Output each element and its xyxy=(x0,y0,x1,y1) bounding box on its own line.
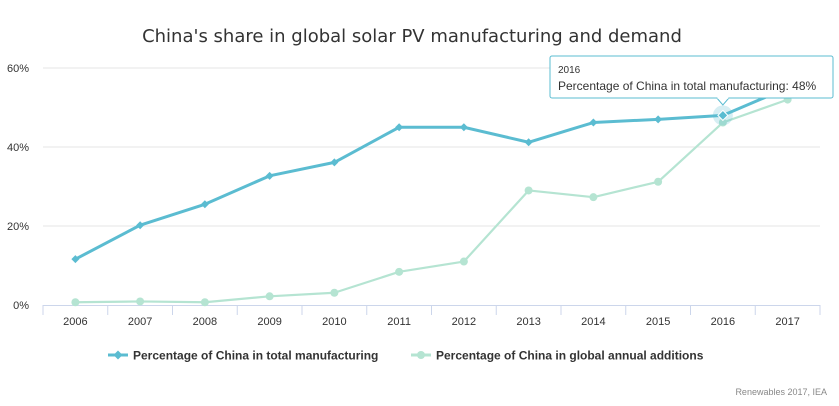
data-point-manufacturing[interactable] xyxy=(395,123,404,132)
data-point-manufacturing[interactable] xyxy=(265,171,274,180)
x-tick-label: 2006 xyxy=(63,316,87,328)
x-tick-label: 2011 xyxy=(387,316,411,328)
data-point-annual-additions[interactable] xyxy=(718,118,727,127)
x-tick-label: 2007 xyxy=(128,316,152,328)
y-tick-label: 20% xyxy=(7,221,29,233)
data-point-annual-additions[interactable] xyxy=(265,292,274,301)
data-point-manufacturing[interactable] xyxy=(200,200,209,209)
legend-label-annual-additions: Percentage of China in global annual add… xyxy=(436,349,704,363)
data-point-manufacturing[interactable] xyxy=(459,123,468,132)
svg-text:Percentage of China in total m: Percentage of China in total manufacturi… xyxy=(558,79,817,93)
x-tick-label: 2008 xyxy=(193,316,217,328)
data-point-annual-additions[interactable] xyxy=(71,298,80,307)
data-point-annual-additions[interactable] xyxy=(136,297,145,306)
series-line-manufacturing[interactable] xyxy=(73,86,790,261)
x-tick-label: 2009 xyxy=(257,316,281,328)
credits[interactable]: Renewables 2017, IEA xyxy=(735,387,827,397)
data-point-manufacturing[interactable] xyxy=(524,138,533,147)
x-tick-label: 2010 xyxy=(322,316,346,328)
x-tick-label: 2014 xyxy=(581,316,605,328)
data-point-annual-additions[interactable] xyxy=(330,288,339,297)
tooltip-value: 48% xyxy=(792,79,816,93)
x-tick-label: 2017 xyxy=(775,316,799,328)
tooltip-pointer xyxy=(716,97,730,106)
data-point-manufacturing[interactable] xyxy=(136,221,145,230)
data-point-manufacturing[interactable] xyxy=(71,255,80,264)
tooltip-header: 2016 xyxy=(558,65,581,76)
tooltip-box xyxy=(549,55,834,99)
tooltip-separator: : xyxy=(785,79,792,93)
data-point-annual-additions[interactable] xyxy=(200,298,209,307)
x-tick-label: 2015 xyxy=(646,316,670,328)
legend-item-annual-additions[interactable]: Percentage of China in global annual add… xyxy=(411,349,704,363)
y-tick-label: 60% xyxy=(7,63,29,75)
legend: Percentage of China in total manufacturi… xyxy=(108,349,704,363)
x-tick-label: 2013 xyxy=(516,316,540,328)
data-point-annual-additions[interactable] xyxy=(524,186,533,195)
x-tick-label: 2016 xyxy=(711,316,735,328)
data-point-annual-additions[interactable] xyxy=(654,177,663,186)
chart-title: China's share in global solar PV manufac… xyxy=(142,26,682,47)
legend-label-manufacturing: Percentage of China in total manufacturi… xyxy=(133,349,378,363)
data-point-manufacturing[interactable] xyxy=(330,158,339,167)
x-axis: 2006 2007 2008 2009 2010 2011 2012 2013 2014 2015… xyxy=(42,305,821,328)
legend-item-manufacturing[interactable]: Percentage of China in total manufacturi… xyxy=(108,349,378,363)
data-point-manufacturing[interactable] xyxy=(717,109,729,122)
legend-marker-diamond-icon xyxy=(113,350,123,360)
data-point-annual-additions[interactable] xyxy=(459,257,468,266)
data-point-manufacturing[interactable] xyxy=(654,115,663,124)
y-axis: 0% 20% 40% 60% xyxy=(7,63,29,312)
legend-marker-circle-icon xyxy=(417,351,425,359)
tooltip-series-label: Percentage of China in total manufacturi… xyxy=(558,79,785,93)
data-point-annual-additions[interactable] xyxy=(395,267,404,276)
data-point-manufacturing[interactable] xyxy=(589,118,598,127)
x-tick-label: 2012 xyxy=(452,316,476,328)
plot-area xyxy=(73,86,790,304)
tooltip: 2016 Percentage of China in total manufa… xyxy=(549,55,834,106)
y-tick-label: 0% xyxy=(13,300,29,312)
data-markers xyxy=(71,83,792,307)
data-point-annual-additions[interactable] xyxy=(589,193,598,202)
y-tick-label: 40% xyxy=(7,142,29,154)
series-line-annual-additions[interactable] xyxy=(74,98,789,304)
